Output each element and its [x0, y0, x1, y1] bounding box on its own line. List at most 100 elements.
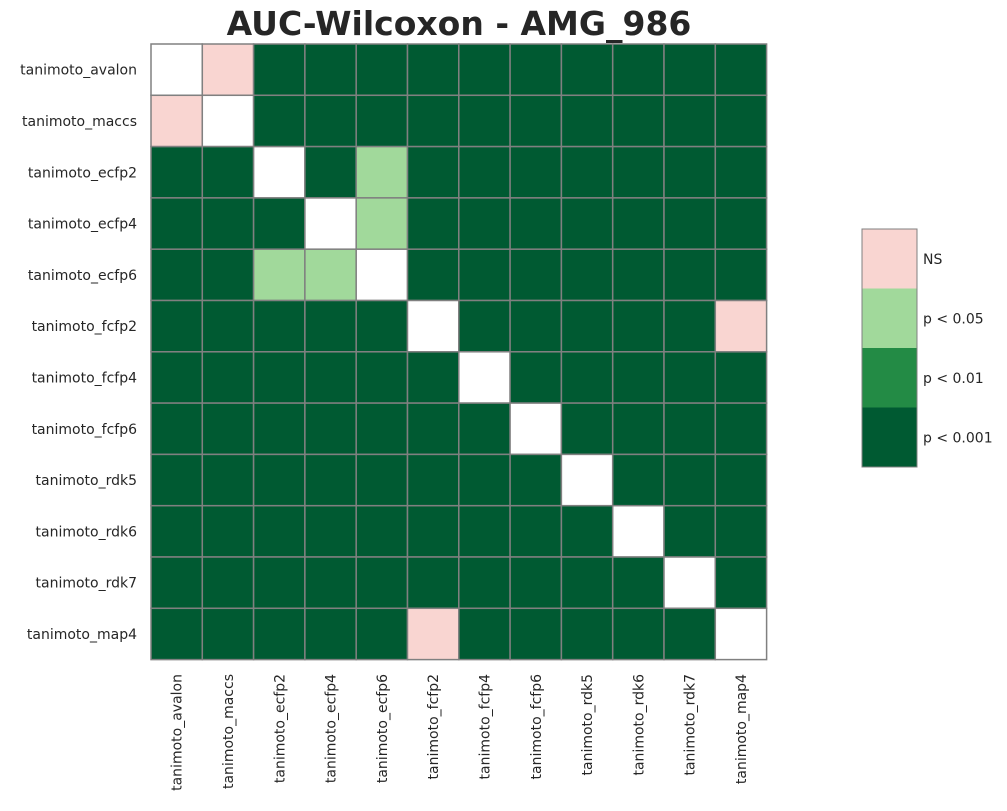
heatmap-cell — [406, 402, 460, 456]
heatmap-cell — [304, 145, 357, 199]
heatmap-cell — [714, 607, 768, 661]
heatmap-cell — [509, 402, 563, 456]
chart-title: AUC-Wilcoxon - AMG_986 — [227, 4, 692, 43]
heatmap-cell — [406, 197, 460, 250]
heatmap-cell — [252, 504, 306, 558]
heatmap-cell — [611, 145, 665, 199]
y-tick-label: tanimoto_avalon — [20, 63, 137, 79]
y-tick-label: tanimoto_map4 — [27, 627, 137, 643]
heatmap-cell — [304, 402, 357, 456]
heatmap-cell — [611, 197, 665, 250]
heatmap-cell — [355, 504, 409, 558]
heatmap-cell — [560, 43, 614, 97]
heatmap-cell — [560, 248, 614, 302]
heatmap-cell — [406, 351, 460, 404]
heatmap-cell — [355, 402, 409, 456]
heatmap-cell — [611, 299, 665, 353]
heatmap-cell — [714, 504, 768, 558]
heatmap-cell — [611, 504, 665, 558]
heatmap-cell — [663, 607, 717, 661]
heatmap-cell — [458, 94, 511, 148]
heatmap-cell — [150, 607, 204, 661]
heatmap-cell — [663, 504, 717, 558]
heatmap-cell — [663, 94, 717, 148]
x-tick-label: tanimoto_fcfp6 — [529, 674, 545, 780]
heatmap-cell — [509, 197, 563, 250]
heatmap-cell — [611, 556, 665, 610]
heatmap-cell — [509, 43, 563, 97]
heatmap-cell — [150, 145, 204, 199]
heatmap-cell — [611, 351, 665, 404]
heatmap-cell — [150, 43, 204, 97]
heatmap-cell — [611, 607, 665, 661]
heatmap-cell — [714, 453, 768, 507]
x-tick-label: tanimoto_rdk6 — [631, 674, 647, 776]
colorbar-border — [861, 228, 918, 468]
heatmap-cell — [663, 248, 717, 302]
heatmap-cell — [201, 504, 255, 558]
heatmap-cell — [714, 43, 768, 97]
heatmap-cell — [509, 607, 563, 661]
heatmap-cell — [304, 43, 357, 97]
heatmap-cell — [560, 402, 614, 456]
colorbar-label: p < 0.05 — [923, 312, 984, 328]
heatmap-cell — [201, 556, 255, 610]
heatmap-cell — [509, 145, 563, 199]
heatmap-cell — [406, 145, 460, 199]
heatmap-cell — [509, 94, 563, 148]
heatmap-cell — [304, 504, 357, 558]
heatmap-cell — [663, 145, 717, 199]
heatmap-cell — [714, 299, 768, 353]
heatmap-cell — [150, 351, 204, 404]
heatmap-cell — [355, 145, 409, 199]
heatmap-cell — [252, 453, 306, 507]
y-tick-labels: tanimoto_avalon tanimoto_maccs tanimoto_ec… — [20, 63, 137, 643]
heatmap-cell — [714, 197, 768, 250]
heatmap-cell — [201, 94, 255, 148]
y-tick-label: tanimoto_fcfp2 — [32, 319, 137, 335]
heatmap-cell — [150, 248, 204, 302]
heatmap-cell — [458, 197, 511, 250]
heatmap-cell — [458, 43, 511, 97]
heatmap-cell — [355, 43, 409, 97]
heatmap-cell — [560, 299, 614, 353]
heatmap-cell — [252, 299, 306, 353]
heatmap-cell — [560, 197, 614, 250]
colorbar-legend: NS p < 0.05 p < 0.01 p < 0.001 — [861, 228, 993, 468]
heatmap-cell — [304, 94, 357, 148]
heatmap-cell — [201, 197, 255, 250]
heatmap-cell — [150, 504, 204, 558]
colorbar-segment — [862, 229, 917, 289]
heatmap-cell — [304, 351, 357, 404]
heatmap-cell — [458, 607, 511, 661]
heatmap-cell — [406, 43, 460, 97]
heatmap-cell — [509, 248, 563, 302]
heatmap-cell — [252, 248, 306, 302]
heatmap-cell — [304, 299, 357, 353]
y-tick-label: tanimoto_ecfp4 — [28, 217, 137, 233]
heatmap-cell — [509, 556, 563, 610]
heatmap-cell — [458, 402, 511, 456]
colorbar-segment — [862, 407, 917, 467]
heatmap-cell — [560, 94, 614, 148]
y-tick-label: tanimoto_rdk7 — [36, 576, 138, 592]
heatmap-cell — [150, 402, 204, 456]
heatmap-cells — [150, 43, 768, 661]
heatmap-cell — [355, 197, 409, 250]
y-tick-label: tanimoto_ecfp2 — [28, 165, 137, 181]
x-tick-label: tanimoto_rdk5 — [580, 674, 596, 776]
heatmap-cell — [509, 299, 563, 353]
heatmap-cell — [304, 453, 357, 507]
heatmap-cell — [458, 556, 511, 610]
x-tick-label: tanimoto_maccs — [221, 674, 237, 789]
heatmap-cell — [201, 43, 255, 97]
heatmap-cell — [714, 145, 768, 199]
heatmap-cell — [560, 145, 614, 199]
heatmap-cell — [458, 351, 511, 404]
y-tick-label: tanimoto_fcfp4 — [32, 370, 138, 386]
heatmap-cell — [304, 607, 357, 661]
heatmap-cell — [252, 145, 306, 199]
heatmap-cell — [663, 43, 717, 97]
heatmap-cell — [663, 453, 717, 507]
